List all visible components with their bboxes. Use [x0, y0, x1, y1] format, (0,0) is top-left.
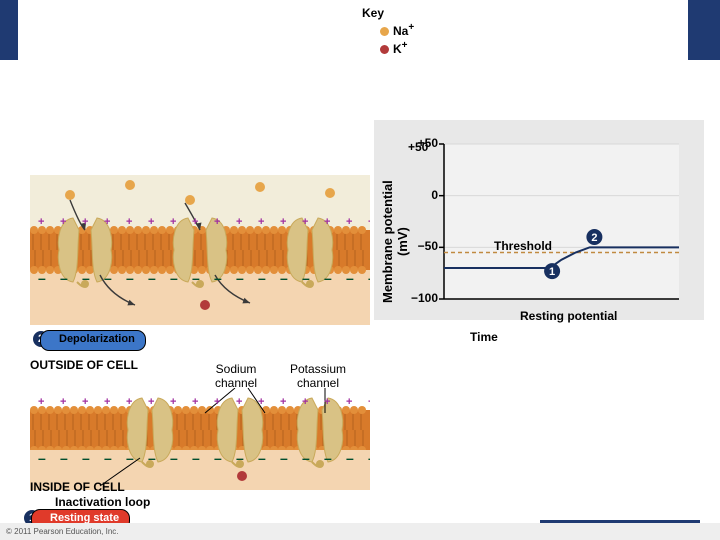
svg-text:+: +: [82, 396, 88, 408]
inactivation-label: Inactivation loop: [55, 495, 150, 509]
svg-text:+: +: [126, 396, 132, 408]
svg-text:+: +: [214, 216, 220, 228]
svg-text:–: –: [170, 270, 178, 286]
resting-label: Resting potential: [520, 309, 617, 323]
svg-text:+: +: [302, 216, 308, 228]
svg-text:+: +: [126, 216, 132, 228]
svg-text:–: –: [346, 270, 354, 286]
svg-text:+: +: [368, 396, 370, 408]
svg-text:–: –: [236, 450, 244, 466]
threshold-label: Threshold: [494, 239, 552, 253]
svg-text:+: +: [280, 216, 286, 228]
time-label: Time: [470, 330, 498, 344]
outside-label: OUTSIDE OF CELL: [30, 358, 138, 372]
footer-accent: [540, 520, 700, 523]
svg-text:+: +: [170, 216, 176, 228]
svg-text:+: +: [148, 396, 154, 408]
svg-text:+: +: [324, 216, 330, 228]
k-sup: +: [402, 40, 408, 51]
svg-text:+: +: [258, 396, 264, 408]
svg-text:+: +: [192, 396, 198, 408]
svg-text:–: –: [302, 270, 310, 286]
potassium-ch-label: Potassium channel: [290, 362, 346, 390]
svg-text:+: +: [368, 216, 370, 228]
svg-text:+: +: [258, 216, 264, 228]
svg-text:–: –: [170, 450, 178, 466]
key-na: Na+: [380, 22, 414, 38]
svg-text:+: +: [236, 216, 242, 228]
svg-text:–: –: [148, 450, 156, 466]
na-label: Na: [393, 24, 408, 38]
tick-plus-50: +50: [408, 140, 428, 154]
svg-text:–: –: [192, 270, 200, 286]
svg-text:–: –: [368, 450, 370, 466]
svg-text:–: –: [60, 450, 68, 466]
ylabel-text: Membrane potential (mV): [380, 180, 410, 303]
svg-text:–: –: [258, 270, 266, 286]
svg-text:+: +: [104, 216, 110, 228]
svg-text:–: –: [280, 270, 288, 286]
svg-text:+: +: [38, 216, 44, 228]
svg-text:+: +: [60, 216, 66, 228]
svg-text:–: –: [302, 450, 310, 466]
svg-text:–: –: [346, 450, 354, 466]
key-title: Key: [362, 6, 384, 20]
ylabel: Membrane potential (mV): [380, 180, 410, 303]
sodium-ch-label: Sodium channel: [215, 362, 257, 390]
svg-text:–: –: [38, 270, 46, 286]
inside-label: INSIDE OF CELL: [30, 480, 125, 494]
key-k: K+: [380, 40, 408, 56]
svg-text:1: 1: [549, 266, 555, 278]
svg-text:+: +: [60, 396, 66, 408]
svg-text:–: –: [258, 450, 266, 466]
svg-text:–: –: [82, 450, 90, 466]
membrane-upper: + – + – + – + – + – + – + – + – + – + – + – + – + – + – + – + –: [30, 175, 370, 325]
svg-text:+: +: [104, 396, 110, 408]
svg-text:2: 2: [591, 232, 597, 244]
na-sup: +: [408, 22, 414, 33]
svg-text:+: +: [324, 396, 330, 408]
k-label: K: [393, 42, 402, 56]
svg-text:–: –: [280, 450, 288, 466]
state2-box: Depolarization: [40, 330, 146, 351]
svg-text:+: +: [192, 216, 198, 228]
svg-text:–: –: [236, 270, 244, 286]
header-white: [18, 0, 688, 60]
svg-text:+: +: [148, 216, 154, 228]
svg-text:–: –: [82, 270, 90, 286]
svg-text:–: –: [60, 270, 68, 286]
svg-text:–: –: [214, 450, 222, 466]
svg-text:+: +: [280, 396, 286, 408]
svg-text:+: +: [346, 216, 352, 228]
k-dot: [380, 45, 389, 54]
svg-text:–: –: [324, 450, 332, 466]
svg-text:+: +: [38, 396, 44, 408]
svg-text:+: +: [82, 216, 88, 228]
svg-text:+: +: [214, 396, 220, 408]
svg-text:–: –: [38, 450, 46, 466]
svg-text:–: –: [126, 270, 134, 286]
svg-text:+: +: [170, 396, 176, 408]
svg-text:–: –: [104, 270, 112, 286]
na-dot: [380, 27, 389, 36]
svg-text:+: +: [236, 396, 242, 408]
svg-text:–: –: [324, 270, 332, 286]
copyright-footer: © 2011 Pearson Education, Inc.: [0, 523, 720, 540]
svg-text:–: –: [214, 270, 222, 286]
svg-text:–: –: [192, 450, 200, 466]
svg-text:+: +: [302, 396, 308, 408]
svg-text:–: –: [104, 450, 112, 466]
svg-text:+: +: [346, 396, 352, 408]
svg-text:–: –: [368, 270, 370, 286]
svg-text:–: –: [148, 270, 156, 286]
